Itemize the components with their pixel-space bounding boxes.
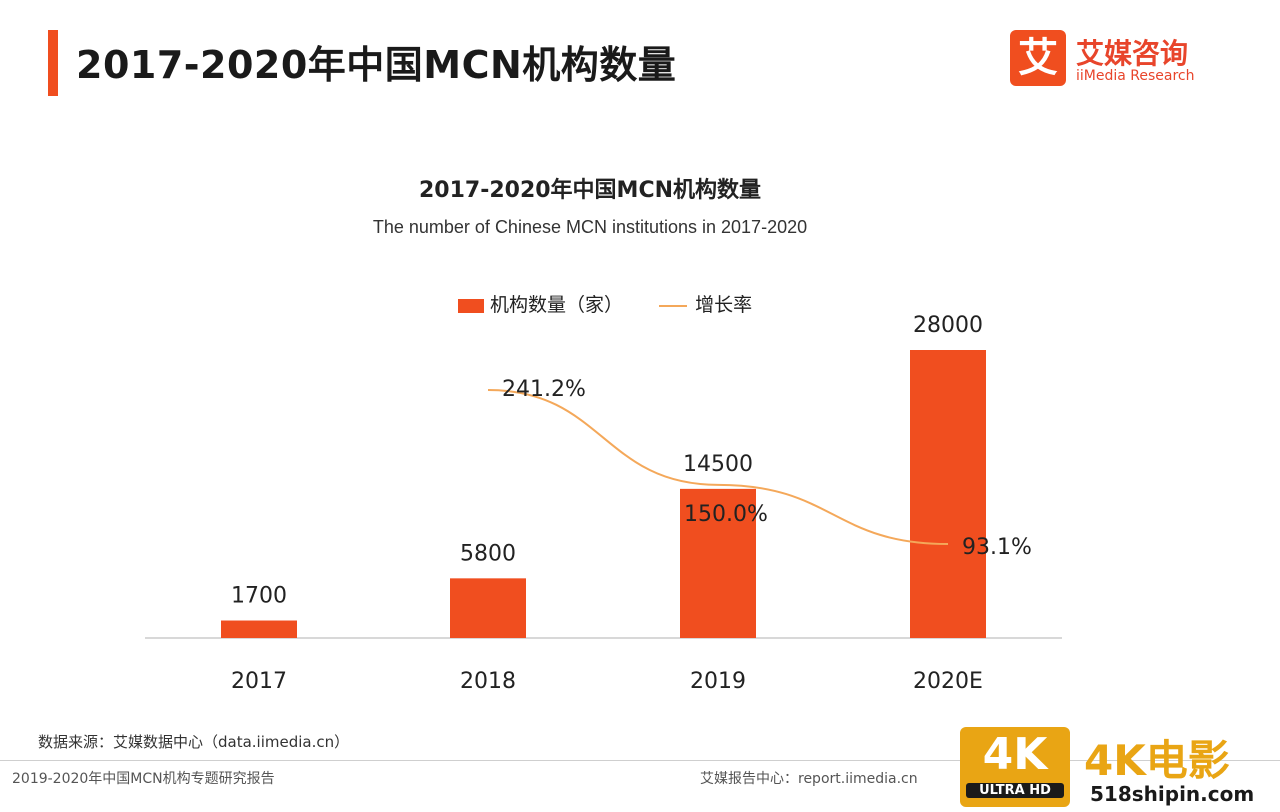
bar-2020E bbox=[910, 350, 986, 638]
x-tick-label-2017: 2017 bbox=[231, 669, 287, 694]
title-accent-bar bbox=[48, 30, 58, 96]
footer-report-title: 2019-2020年中国MCN机构专题研究报告 bbox=[12, 771, 275, 787]
watermark-text: 4K电影 bbox=[1084, 736, 1230, 785]
chart-title: 2017-2020年中国MCN机构数量 bbox=[418, 178, 762, 203]
legend-item-line: 增长率 bbox=[659, 290, 752, 317]
bar-2017 bbox=[221, 620, 297, 638]
brand-logo: 艾 艾媒咨询 iiMedia Research bbox=[1010, 30, 1210, 92]
growth-rate-label-2018: 241.2% bbox=[502, 377, 586, 402]
page-title: 2017-2020年中国MCN机构数量 bbox=[76, 43, 677, 87]
legend-bar-label: 机构数量（家） bbox=[490, 294, 624, 316]
bar-2019 bbox=[680, 488, 756, 638]
growth-rate-label-2020E: 93.1% bbox=[962, 535, 1032, 560]
logo-chinese-name: 艾媒咨询 bbox=[1076, 37, 1189, 70]
bar-value-label-2019: 14500 bbox=[683, 452, 753, 477]
x-tick-label-2018: 2018 bbox=[460, 669, 516, 694]
x-tick-label-2019: 2019 bbox=[690, 669, 746, 694]
footer-report-center: 艾媒报告中心：report.iimedia.cn bbox=[700, 771, 918, 787]
chart-subtitle: The number of Chinese MCN institutions i… bbox=[372, 217, 808, 237]
logo-mark-icon: 艾 bbox=[1010, 30, 1066, 86]
watermark-badge-text: 4K bbox=[982, 729, 1048, 780]
footer-divider bbox=[0, 760, 1280, 761]
data-source-note: 数据来源：艾媒数据中心（data.iimedia.cn） bbox=[38, 733, 350, 751]
legend-line-swatch bbox=[659, 304, 688, 307]
growth-rate-line bbox=[487, 389, 949, 545]
watermark-badge-sub: ULTRA HD bbox=[966, 783, 1064, 798]
bar-value-label-2017: 1700 bbox=[231, 584, 287, 609]
logo-english-name: iiMedia Research bbox=[1076, 68, 1195, 84]
bar-value-label-2018: 5800 bbox=[460, 541, 516, 566]
bar-2018 bbox=[450, 578, 526, 638]
chart-plot-area: 1700 2017 5800 2018 14500 2019 28000 2020E 241.2… bbox=[145, 313, 1062, 694]
legend-line-label: 增长率 bbox=[695, 294, 753, 316]
legend-item-bar: 机构数量（家） bbox=[458, 290, 623, 317]
watermark-badge: 4K ULTRA HD bbox=[960, 727, 1070, 807]
chart-legend: 机构数量（家） 增长率 bbox=[458, 290, 782, 320]
watermark-url: 518shipin.com bbox=[1090, 782, 1255, 806]
growth-rate-label-2019: 150.0% bbox=[684, 502, 768, 527]
legend-bar-swatch bbox=[458, 298, 484, 313]
x-tick-label-2020E: 2020E bbox=[913, 669, 983, 694]
bar-value-label-2020E: 28000 bbox=[913, 313, 983, 338]
